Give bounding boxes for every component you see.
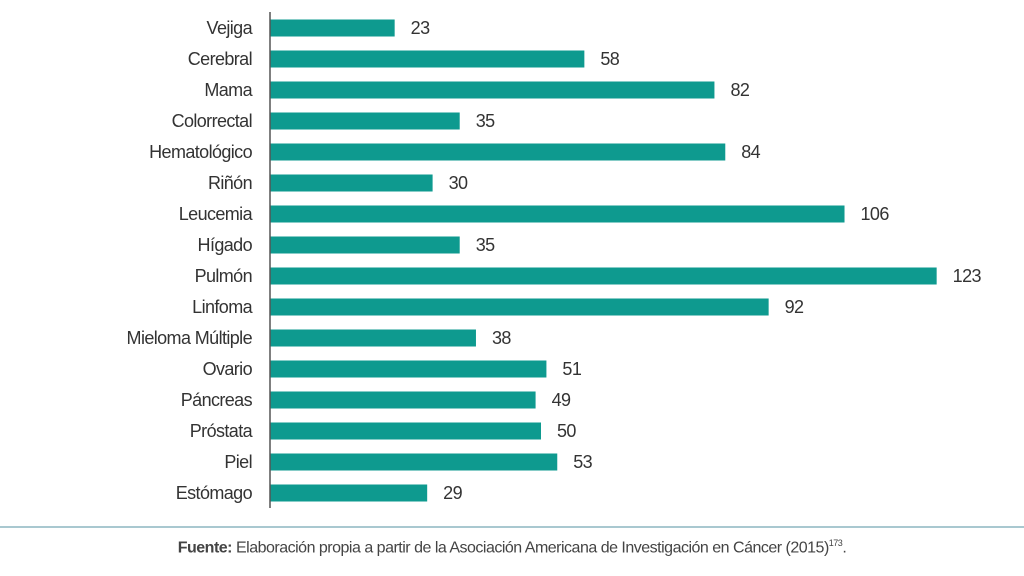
source-text: Elaboración propia a partir de la Asocia…: [232, 539, 829, 557]
data-label: 35: [476, 235, 495, 255]
data-label: 29: [443, 483, 462, 503]
category-label: Piel: [224, 452, 252, 472]
data-label: 30: [449, 173, 468, 193]
footnote-ref: 173: [828, 538, 843, 548]
category-label: Ovario: [203, 359, 253, 379]
category-label: Pulmón: [195, 266, 252, 286]
category-label: Riñón: [208, 173, 252, 193]
data-label: 92: [785, 297, 804, 317]
bar: [270, 267, 937, 285]
bar: [270, 391, 536, 409]
separator-line: [0, 526, 1024, 528]
bar: [270, 112, 460, 130]
category-label: Estómago: [176, 483, 253, 503]
bar: [270, 422, 541, 440]
bar: [270, 19, 395, 37]
source-label: Fuente:: [177, 539, 233, 557]
category-label: Hematológico: [149, 142, 252, 162]
bar: [270, 453, 558, 471]
category-label: Próstata: [190, 421, 254, 441]
data-label: 38: [492, 328, 511, 348]
data-label: 123: [953, 266, 982, 286]
bar: [270, 143, 726, 161]
bar: [270, 484, 428, 502]
data-label: 53: [573, 452, 592, 472]
data-label: 82: [730, 80, 749, 100]
category-label: Mieloma Múltiple: [127, 328, 253, 348]
source-end: .: [842, 539, 847, 557]
data-label: 23: [411, 18, 430, 38]
category-label: Vejiga: [207, 18, 254, 38]
bar: [270, 50, 585, 68]
bar: [270, 205, 845, 223]
data-label: 106: [861, 204, 890, 224]
data-label: 58: [600, 49, 619, 69]
bar: [270, 329, 476, 347]
category-label: Páncreas: [181, 390, 253, 410]
data-label: 50: [557, 421, 576, 441]
data-label: 35: [476, 111, 495, 131]
category-label: Hígado: [198, 235, 253, 255]
data-label: 49: [552, 390, 571, 410]
source-note: Fuente: Elaboración propia a partir de l…: [0, 538, 1024, 557]
category-label: Linfoma: [192, 297, 253, 317]
category-label: Cerebral: [188, 49, 252, 69]
bar: [270, 81, 715, 99]
bar: [270, 298, 769, 316]
category-label: Mama: [204, 80, 253, 100]
bar-chart: Vejiga 23 Cerebral 58 Mama 82 Colorrectal 35 Hem…: [127, 12, 982, 508]
bar: [270, 174, 433, 192]
data-label: 84: [741, 142, 760, 162]
data-label: 51: [562, 359, 581, 379]
category-label: Leucemia: [179, 204, 254, 224]
bar: [270, 360, 547, 378]
bar: [270, 236, 460, 254]
category-label: Colorrectal: [172, 111, 252, 131]
